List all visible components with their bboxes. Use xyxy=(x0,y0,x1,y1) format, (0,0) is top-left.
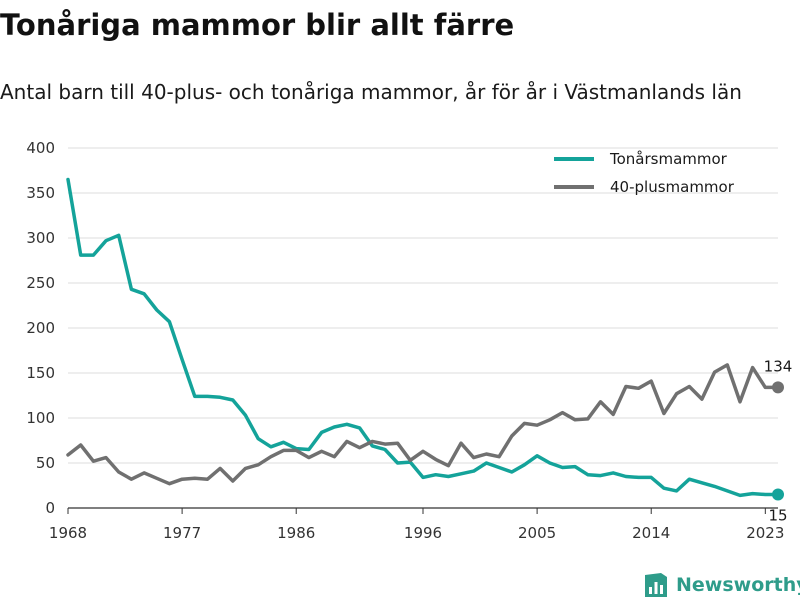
y-tick-label: 300 xyxy=(26,229,55,247)
series-end-dot-2 xyxy=(772,381,784,394)
legend-label-2: 40-plusmammor xyxy=(610,178,735,196)
chart-subtitle: Antal barn till 40-plus- och tonåriga ma… xyxy=(0,80,742,104)
x-tick-label: 1986 xyxy=(277,524,315,542)
y-tick-label: 400 xyxy=(26,139,55,157)
y-tick-label: 250 xyxy=(26,274,55,292)
x-tick-label: 2023 xyxy=(746,524,784,542)
series-end-label-2: 134 xyxy=(764,357,793,375)
y-tick-label: 100 xyxy=(26,409,55,427)
brand-name: Newsworthy xyxy=(676,574,800,596)
bar-chart-logo-icon xyxy=(645,573,667,597)
newsworthy-brand: Newsworthy xyxy=(645,570,800,600)
series-end-dot-1 xyxy=(772,488,784,501)
y-tick-label: 200 xyxy=(26,319,55,337)
x-tick-label: 1996 xyxy=(404,524,442,542)
line-chart: 0 50 100 150 200 250 300 350 400 1968 1977 1986 1996… xyxy=(26,139,793,542)
series-line-2 xyxy=(66,363,780,486)
y-tick-label: 50 xyxy=(36,454,55,472)
x-tick-label: 1968 xyxy=(49,524,87,542)
series-lines: 15 134 xyxy=(66,177,793,525)
x-tick-label: 1977 xyxy=(163,524,201,542)
y-tick-label: 0 xyxy=(45,499,55,517)
series-line-1 xyxy=(66,177,780,498)
x-tick-label: 2005 xyxy=(518,524,556,542)
chart-title: Tonåriga mammor blir allt färre xyxy=(0,8,515,42)
gridlines xyxy=(68,147,778,464)
legend-label-1: Tonårsmammor xyxy=(609,150,728,168)
axes: 0 50 100 150 200 250 300 350 400 1968 1977 1986 1996… xyxy=(26,139,784,542)
series-end-label-1: 15 xyxy=(768,507,787,525)
y-tick-label: 350 xyxy=(26,184,55,202)
legend: Tonårsmammor 40-plusmammor xyxy=(554,150,735,196)
y-tick-label: 150 xyxy=(26,364,55,382)
x-tick-label: 2014 xyxy=(632,524,670,542)
